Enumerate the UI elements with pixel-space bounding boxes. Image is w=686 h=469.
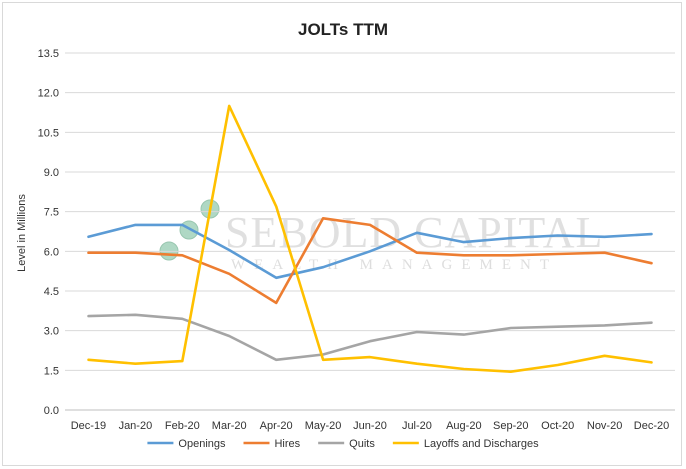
y-tick-label: 0.0 xyxy=(44,405,59,417)
y-tick-label: 13.5 xyxy=(38,48,59,60)
y-tick-label: 10.5 xyxy=(38,127,59,139)
legend-item-hires: Hires xyxy=(243,438,301,450)
chart-title: JOLTs TTM xyxy=(298,20,388,39)
x-tick-label: Mar-20 xyxy=(212,420,247,432)
y-tick-label: 6.0 xyxy=(44,246,59,258)
x-tick-label: Dec-19 xyxy=(71,420,106,432)
y-tick-label: 1.5 xyxy=(44,365,59,377)
y-tick-label: 12.0 xyxy=(38,88,59,100)
y-tick-label: 9.0 xyxy=(44,167,59,179)
x-axis-ticks: Dec-19 Jan-20 Feb-20 Mar-20 Apr-20 May-20 Jun-… xyxy=(71,420,670,432)
series-line-quits xyxy=(87,313,653,362)
legend-label: Quits xyxy=(349,438,375,450)
legend-item-quits: Quits xyxy=(318,438,375,450)
y-tick-label: 7.5 xyxy=(44,207,59,219)
y-axis-label: Level in Millions xyxy=(16,194,28,272)
x-tick-label: May-20 xyxy=(305,420,342,432)
x-tick-label: Jan-20 xyxy=(119,420,153,432)
legend-label: Openings xyxy=(178,438,226,450)
x-tick-label: Feb-20 xyxy=(165,420,200,432)
x-tick-label: Aug-20 xyxy=(446,420,481,432)
legend-item-openings: Openings xyxy=(147,438,226,450)
series-line-openings xyxy=(87,223,653,280)
series-line-hires xyxy=(87,217,653,305)
x-tick-label: Oct-20 xyxy=(541,420,574,432)
series-line-layoffs-and-discharges xyxy=(87,104,653,374)
watermark-subtitle: WEALTH MANAGEMENT xyxy=(231,257,558,273)
x-tick-label: Jul-20 xyxy=(402,420,432,432)
legend: Openings Hires Quits Layoffs and Discharges xyxy=(147,438,539,450)
line-chart: JOLTs TTM SEBOLD CAPITAL WEALTH MANAGEME… xyxy=(16,20,675,450)
x-tick-label: Sep-20 xyxy=(493,420,528,432)
series-lines xyxy=(87,104,653,374)
legend-item-layoffs-and-discharges: Layoffs and Discharges xyxy=(392,438,539,450)
y-tick-label: 3.0 xyxy=(44,326,59,338)
x-tick-label: Jun-20 xyxy=(353,420,387,432)
y-tick-label: 4.5 xyxy=(44,286,59,298)
x-tick-label: Apr-20 xyxy=(260,420,293,432)
x-tick-label: Nov-20 xyxy=(587,420,622,432)
legend-label: Layoffs and Discharges xyxy=(424,438,539,450)
x-tick-label: Dec-20 xyxy=(634,420,669,432)
y-axis-ticks: 0.0 1.5 3.0 4.5 6.0 7.5 9.0 10.5 12.0 13.5 xyxy=(38,48,59,417)
legend-label: Hires xyxy=(274,438,300,450)
